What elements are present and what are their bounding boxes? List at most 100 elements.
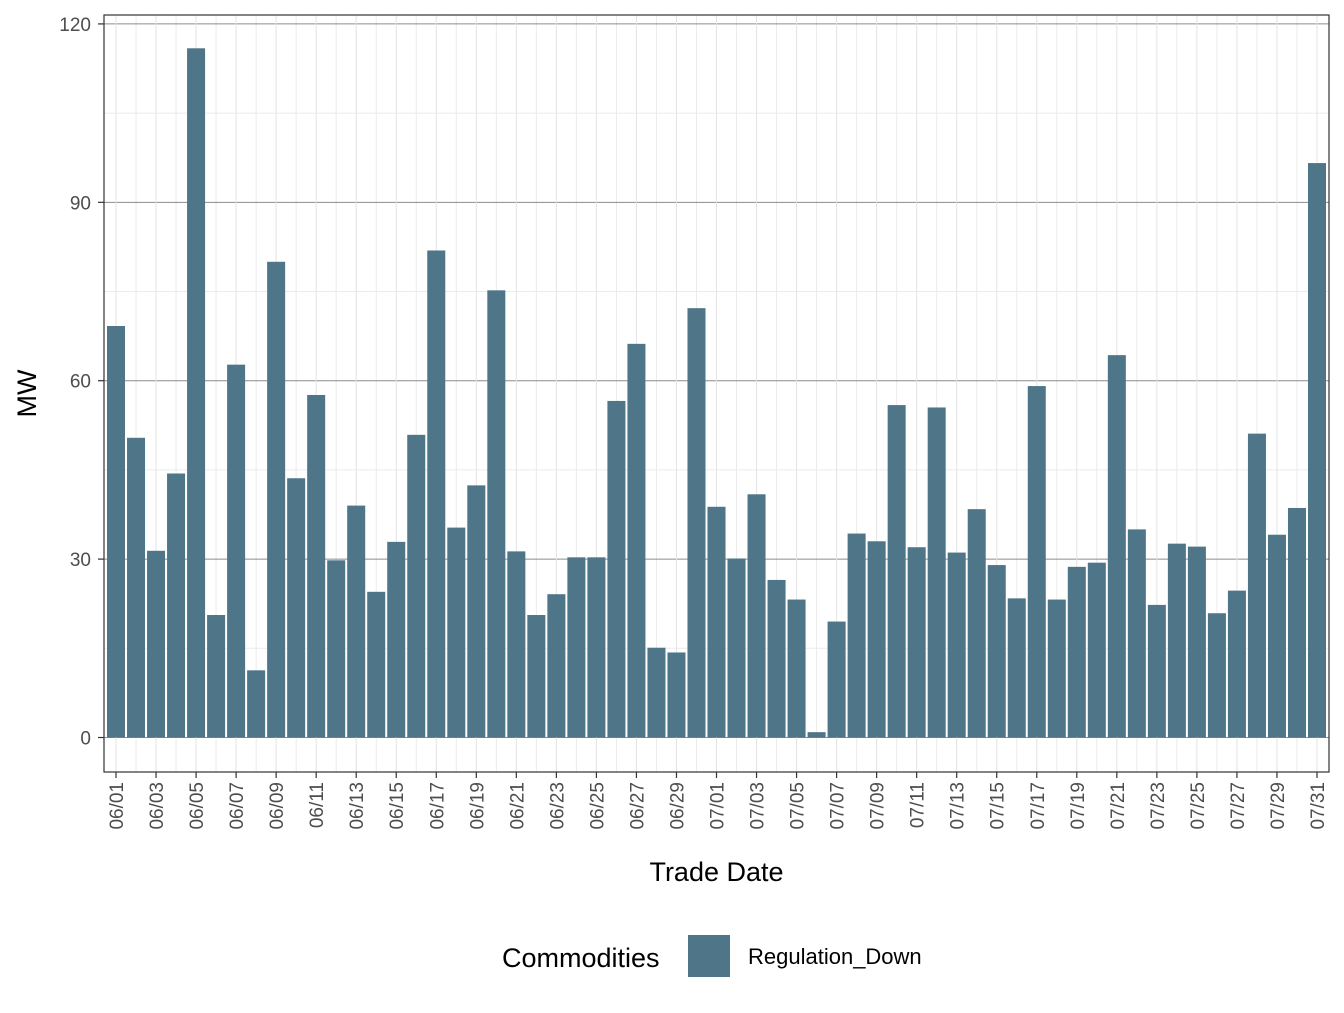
bar-06-26 xyxy=(607,400,626,738)
bar-07-02 xyxy=(727,558,746,738)
x-tick-label: 07/29 xyxy=(1268,782,1289,830)
x-tick-label: 06/01 xyxy=(107,782,128,830)
x-tick-label: 07/03 xyxy=(748,782,769,830)
x-tick-label: 06/27 xyxy=(627,782,648,830)
bar-06-06 xyxy=(207,615,226,738)
x-tick-label: 07/27 xyxy=(1228,782,1249,830)
bar-06-28 xyxy=(647,647,666,738)
bar-06-25 xyxy=(587,557,606,738)
x-tick-label: 07/15 xyxy=(988,782,1009,830)
bar-07-25 xyxy=(1187,546,1206,738)
x-tick-label: 07/07 xyxy=(828,782,849,830)
bar-06-03 xyxy=(147,550,166,738)
y-tick-label: 60 xyxy=(70,372,91,393)
bar-06-02 xyxy=(127,437,146,738)
bar-06-10 xyxy=(287,478,306,738)
bar-06-29 xyxy=(667,652,686,738)
bar-07-27 xyxy=(1227,590,1246,738)
bar-06-13 xyxy=(347,505,366,738)
x-tick-label: 06/09 xyxy=(267,782,288,830)
bar-07-22 xyxy=(1127,529,1146,738)
bar-07-07 xyxy=(827,621,846,738)
y-tick-label: 120 xyxy=(59,15,91,36)
bar-07-16 xyxy=(1007,598,1026,738)
bar-07-12 xyxy=(927,407,946,738)
bar-07-10 xyxy=(887,405,906,738)
y-tick-label: 30 xyxy=(70,550,91,571)
x-tick-label: 06/21 xyxy=(507,782,528,830)
bar-06-18 xyxy=(447,527,466,738)
legend: Commodities Regulation_Down xyxy=(502,935,922,977)
x-tick-label: 07/09 xyxy=(868,782,889,830)
bar-06-22 xyxy=(527,615,546,738)
x-tick-label: 07/31 xyxy=(1308,782,1329,830)
x-tick-label: 06/15 xyxy=(387,782,408,830)
bar-06-16 xyxy=(407,434,426,738)
x-tick-label: 07/11 xyxy=(908,782,929,828)
x-tick-label: 07/19 xyxy=(1068,782,1089,830)
bar-06-04 xyxy=(167,473,186,738)
x-tick-label: 06/03 xyxy=(147,782,168,830)
bar-07-06 xyxy=(807,732,826,738)
x-axis-title: Trade Date xyxy=(649,857,783,887)
bar-07-08 xyxy=(847,533,866,738)
bar-07-20 xyxy=(1087,562,1106,738)
bar-07-11 xyxy=(907,547,926,738)
y-tick-label: 0 xyxy=(80,729,91,750)
bar-07-03 xyxy=(747,494,766,738)
bar-06-11 xyxy=(307,394,326,738)
bar-07-05 xyxy=(787,599,806,738)
bar-07-23 xyxy=(1147,604,1166,738)
bar-07-29 xyxy=(1267,534,1286,738)
x-tick-label: 06/05 xyxy=(187,782,208,830)
bar-06-05 xyxy=(187,48,206,738)
bar-06-14 xyxy=(367,591,386,738)
bar-07-24 xyxy=(1167,543,1186,738)
x-tick-label: 07/13 xyxy=(948,782,969,830)
x-tick-label: 07/17 xyxy=(1028,782,1049,830)
bar-07-14 xyxy=(967,509,986,738)
x-tick-label: 07/21 xyxy=(1108,782,1129,830)
y-axis-title: MW xyxy=(12,369,42,417)
x-tick-label: 06/11 xyxy=(307,782,328,828)
bar-06-12 xyxy=(327,560,346,738)
bar-07-15 xyxy=(987,565,1006,738)
x-axis: 06/01 06/03 06/05 06/07 06/09 06/11 06/13 06/15… xyxy=(107,772,1329,830)
legend-label-regulation-down: Regulation_Down xyxy=(748,944,922,969)
bar-06-01 xyxy=(107,326,126,738)
x-tick-label: 06/25 xyxy=(587,782,608,830)
bar-07-09 xyxy=(867,541,886,738)
bar-07-26 xyxy=(1207,613,1226,738)
bar-06-20 xyxy=(487,290,506,738)
x-tick-label: 06/19 xyxy=(467,782,488,830)
bar-06-19 xyxy=(467,485,486,738)
x-tick-label: 07/05 xyxy=(788,782,809,830)
x-tick-label: 06/13 xyxy=(347,782,368,830)
y-tick-label: 90 xyxy=(70,193,91,214)
legend-key-regulation-down xyxy=(688,935,730,977)
bar-06-27 xyxy=(627,343,646,738)
bar-06-07 xyxy=(227,364,246,738)
bar-07-04 xyxy=(767,579,786,738)
x-tick-label: 07/01 xyxy=(708,782,729,830)
bar-07-13 xyxy=(947,552,966,738)
bar-07-17 xyxy=(1027,386,1046,738)
bar-06-09 xyxy=(267,261,286,738)
bar-06-30 xyxy=(687,308,706,738)
bar-06-21 xyxy=(507,551,526,738)
bar-06-15 xyxy=(387,541,406,738)
x-tick-label: 07/23 xyxy=(1148,782,1169,830)
bar-07-30 xyxy=(1287,507,1306,738)
x-tick-label: 06/29 xyxy=(667,782,688,830)
bar-06-24 xyxy=(567,557,586,738)
bar-06-08 xyxy=(247,670,266,738)
bar-06-17 xyxy=(427,250,446,738)
x-tick-label: 07/25 xyxy=(1188,782,1209,830)
bar-07-28 xyxy=(1247,433,1266,738)
legend-title: Commodities xyxy=(502,943,660,973)
bar-06-23 xyxy=(547,594,566,738)
x-tick-label: 06/23 xyxy=(547,782,568,830)
bar-07-31 xyxy=(1307,163,1326,738)
